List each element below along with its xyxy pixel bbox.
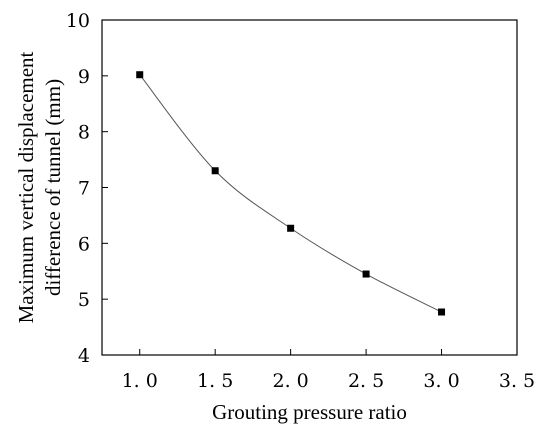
y-tick-label: 8 [78, 122, 90, 144]
x-tick-label: 2. 5 [348, 370, 384, 392]
plot-axes [101, 19, 518, 356]
x-tick-label: 1. 0 [122, 370, 158, 392]
x-tick-label: 1. 5 [197, 370, 233, 392]
y-axis-title: Maximum vertical displacement difference… [14, 51, 65, 323]
y-axis-title-line-2: difference of tunnel (mm) [41, 79, 65, 296]
data-point-marker [211, 167, 219, 175]
plot-frame [101, 19, 518, 356]
data-point-marker [362, 270, 370, 278]
data-point-marker [438, 308, 446, 316]
y-tick-label: 4 [78, 345, 90, 367]
y-tick-label: 5 [78, 289, 90, 311]
axis-ticks: 1. 0 1. 5 2. 0 2. 5 3. 0 3. 5 4 5 6 7 8 9 10 [66, 10, 535, 392]
data-point-marker [136, 71, 144, 79]
series-line [139, 74, 442, 313]
x-tick-label: 3. 5 [499, 370, 535, 392]
data-markers [136, 71, 446, 316]
y-tick-label: 7 [78, 178, 90, 200]
y-tick-label: 9 [78, 66, 90, 88]
y-axis-title-line-1: Maximum vertical displacement [14, 51, 38, 323]
x-tick-label: 2. 0 [273, 370, 309, 392]
x-axis-title: Grouting pressure ratio [212, 400, 407, 424]
x-tick-label: 3. 0 [423, 370, 459, 392]
series-curve [139, 74, 442, 313]
data-point-marker [287, 224, 295, 232]
y-tick-label: 6 [78, 233, 90, 255]
y-tick-label: 10 [66, 10, 90, 32]
